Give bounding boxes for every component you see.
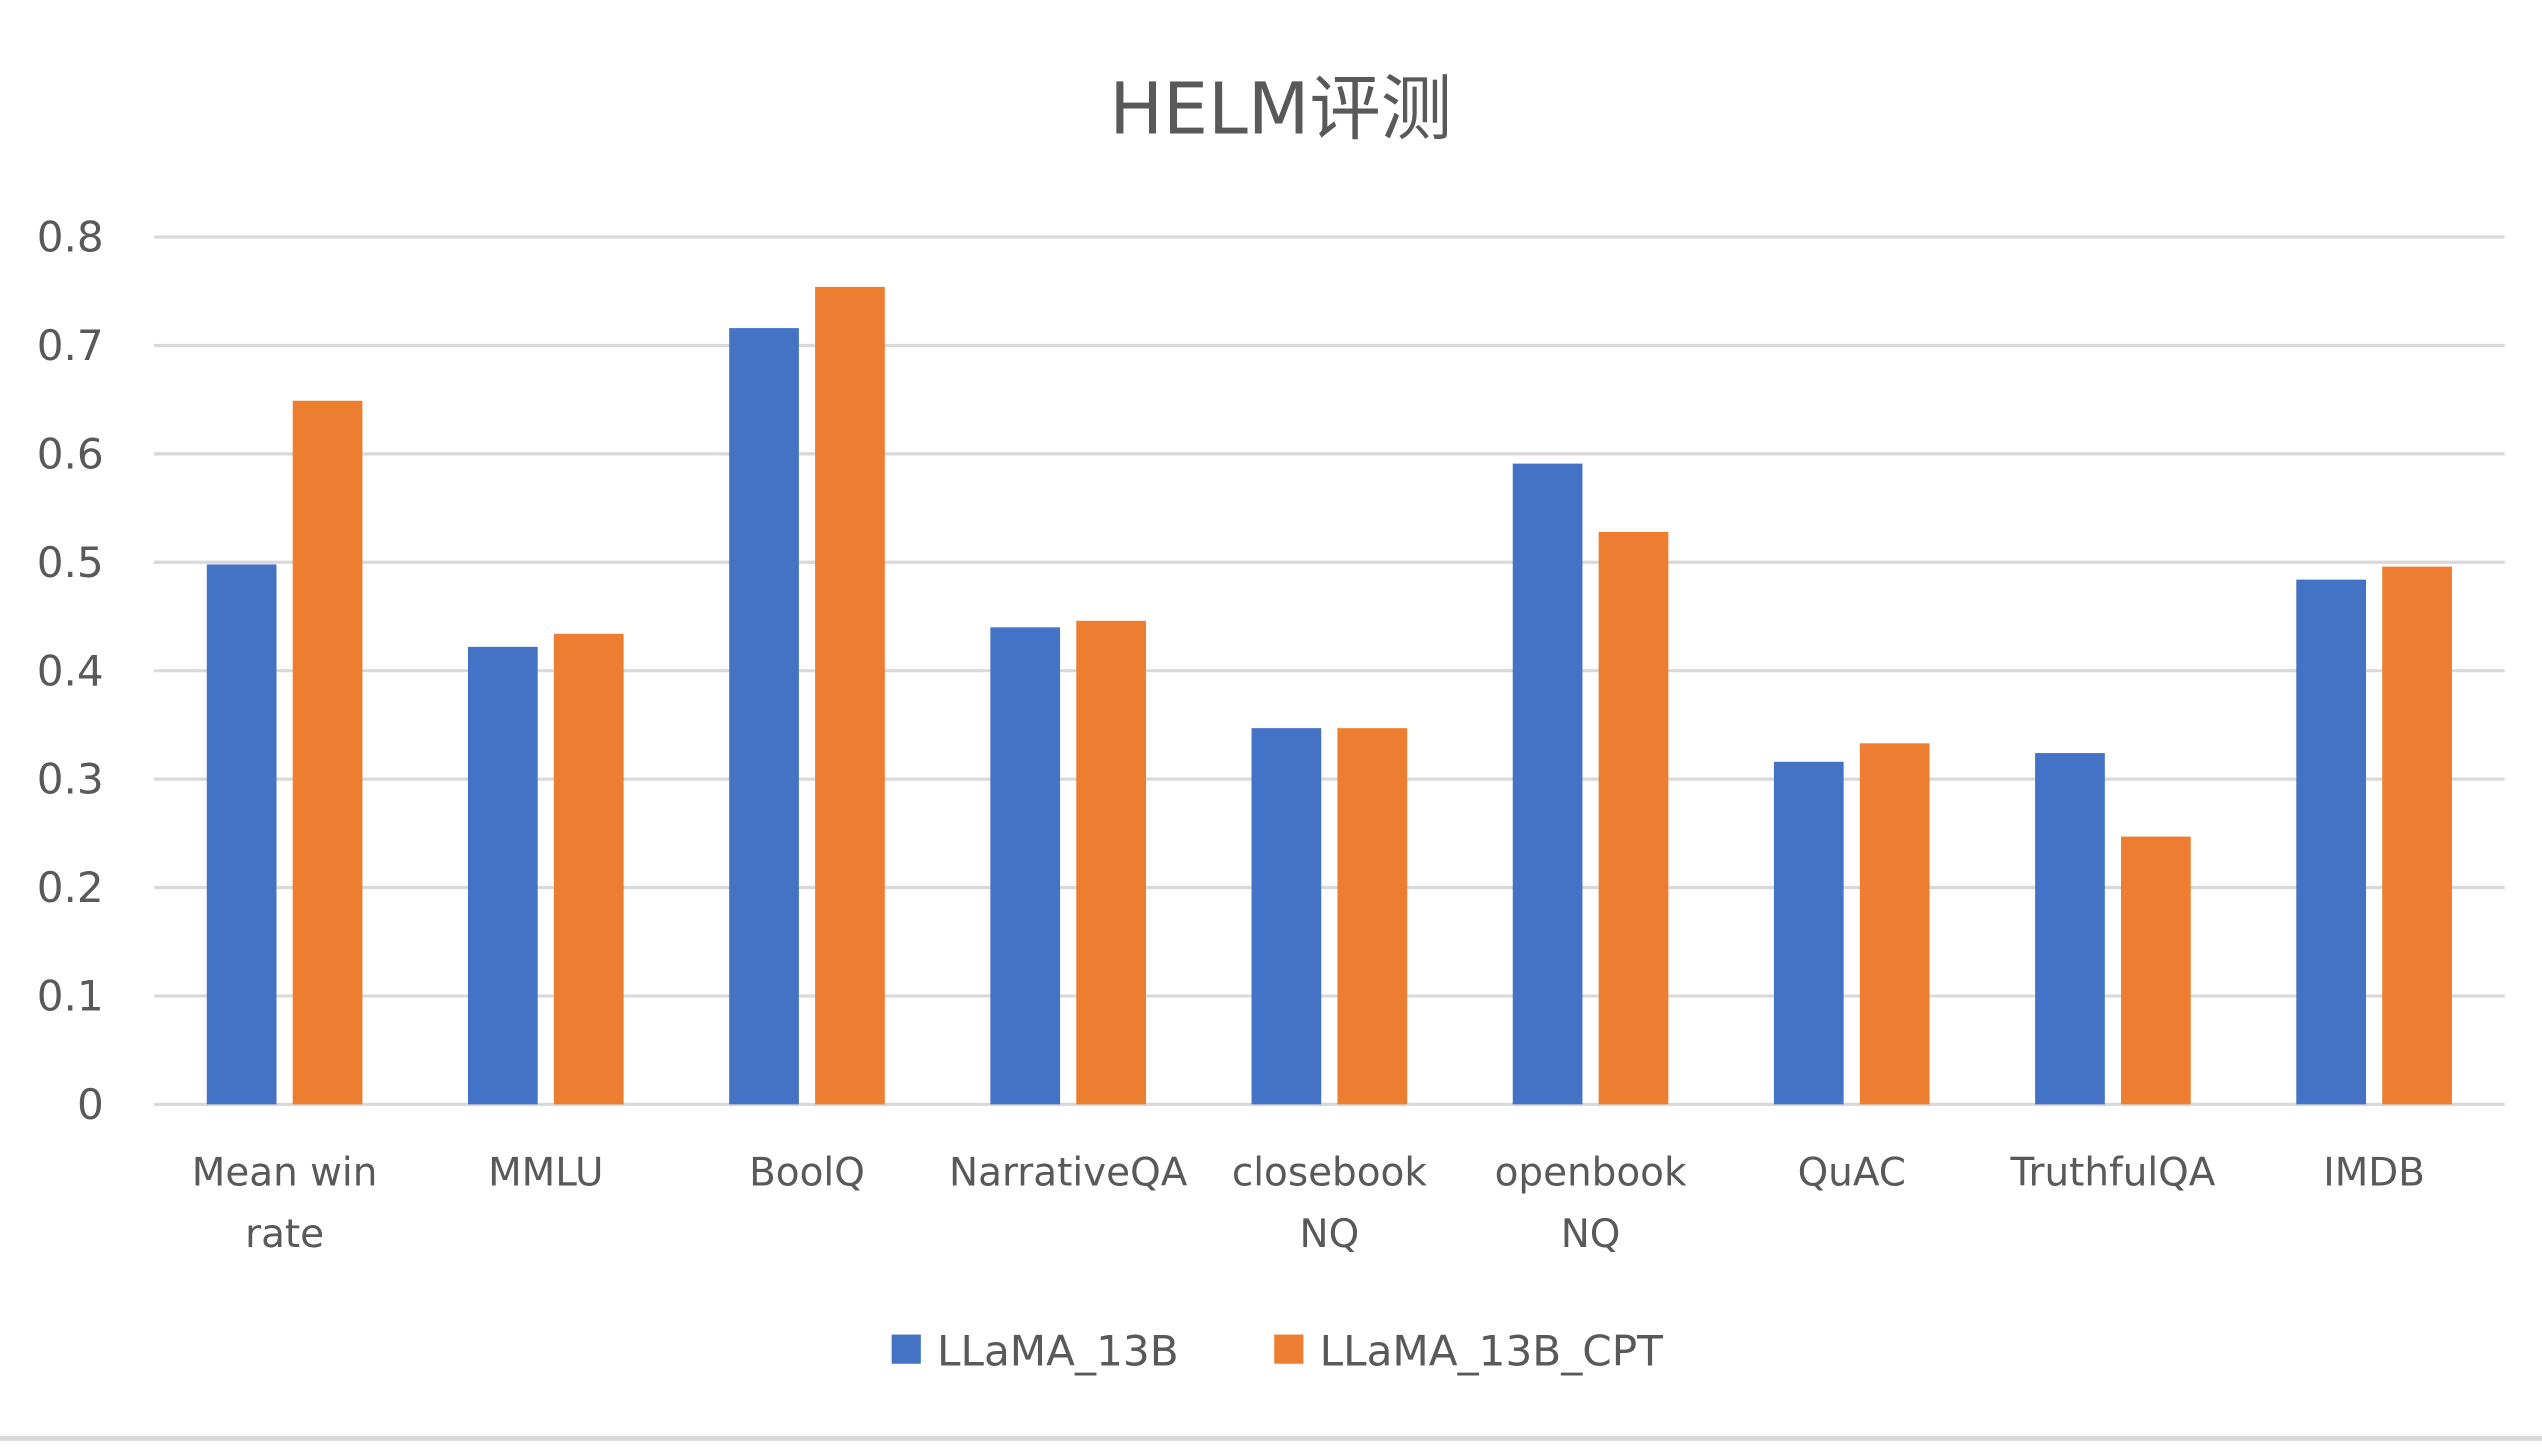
bar-llama_13b	[2035, 753, 2105, 1105]
y-tick-label: 0.7	[37, 321, 104, 370]
y-tick-label: 0.4	[37, 646, 104, 695]
x-tick-label: NarrativeQA	[949, 1150, 1188, 1195]
bar-llama_13b_cpt	[815, 286, 885, 1105]
bar-llama_13b	[467, 646, 538, 1105]
legend-swatch	[891, 1334, 921, 1364]
bar-llama_13b_cpt	[1859, 743, 1930, 1105]
bar-llama_13b	[206, 564, 277, 1105]
y-tick-label: 0.2	[37, 863, 104, 912]
bar-llama_13b_cpt	[2382, 566, 2452, 1105]
y-tick-label: 0.8	[37, 213, 104, 262]
x-tick-label: closebook	[1232, 1150, 1427, 1195]
x-tick-label: QuAC	[1798, 1150, 1906, 1195]
legend-swatch	[1274, 1334, 1304, 1364]
bar-llama_13b	[1251, 728, 1322, 1105]
bars	[206, 286, 2452, 1105]
chart-title: HELM评测	[1109, 67, 1452, 150]
y-tick-label: 0.5	[37, 538, 104, 587]
bar-llama_13b_cpt	[2121, 836, 2191, 1105]
x-tick-label: NQ	[1561, 1212, 1621, 1257]
legend-label: LLaMA_13B	[937, 1326, 1179, 1375]
bar-llama_13b	[729, 328, 799, 1105]
bar-llama_13b	[990, 627, 1061, 1105]
x-tick-label: openbook	[1495, 1150, 1687, 1195]
x-tick-label: rate	[245, 1212, 324, 1257]
bar-llama_13b_cpt	[553, 633, 624, 1105]
y-tick-label: 0.3	[37, 755, 104, 804]
y-tick-label: 0.6	[37, 429, 104, 478]
bar-llama_13b_cpt	[1337, 728, 1408, 1105]
x-tick-label: IMDB	[2323, 1150, 2425, 1195]
y-tick-label: 0	[77, 1080, 104, 1129]
y-axis-ticks: 0 0.1 0.2 0.3 0.4 0.5 0.6 0.7 0.8	[37, 213, 104, 1129]
bar-llama_13b	[2296, 579, 2367, 1105]
bar-llama_13b_cpt	[1076, 620, 1146, 1105]
x-tick-label: NQ	[1300, 1212, 1360, 1257]
y-tick-label: 0.1	[37, 972, 104, 1021]
bar-llama_13b	[1512, 463, 1583, 1105]
bar-llama_13b_cpt	[1598, 531, 1669, 1105]
gridlines	[154, 235, 2505, 1106]
x-tick-label: BoolQ	[749, 1150, 865, 1195]
legend-label: LLaMA_13B_CPT	[1320, 1326, 1663, 1375]
x-tick-label: MMLU	[488, 1150, 603, 1195]
x-tick-label: Mean win	[192, 1150, 378, 1195]
bar-llama_13b_cpt	[292, 400, 363, 1105]
bar-llama_13b	[1773, 761, 1844, 1105]
x-tick-label: TruthfulQA	[2009, 1150, 2215, 1195]
legend: LLaMA_13B LLaMA_13B_CPT	[891, 1326, 1663, 1375]
x-axis-labels: Mean win rate MMLU BoolQ NarrativeQA closeboo…	[192, 1150, 2425, 1257]
